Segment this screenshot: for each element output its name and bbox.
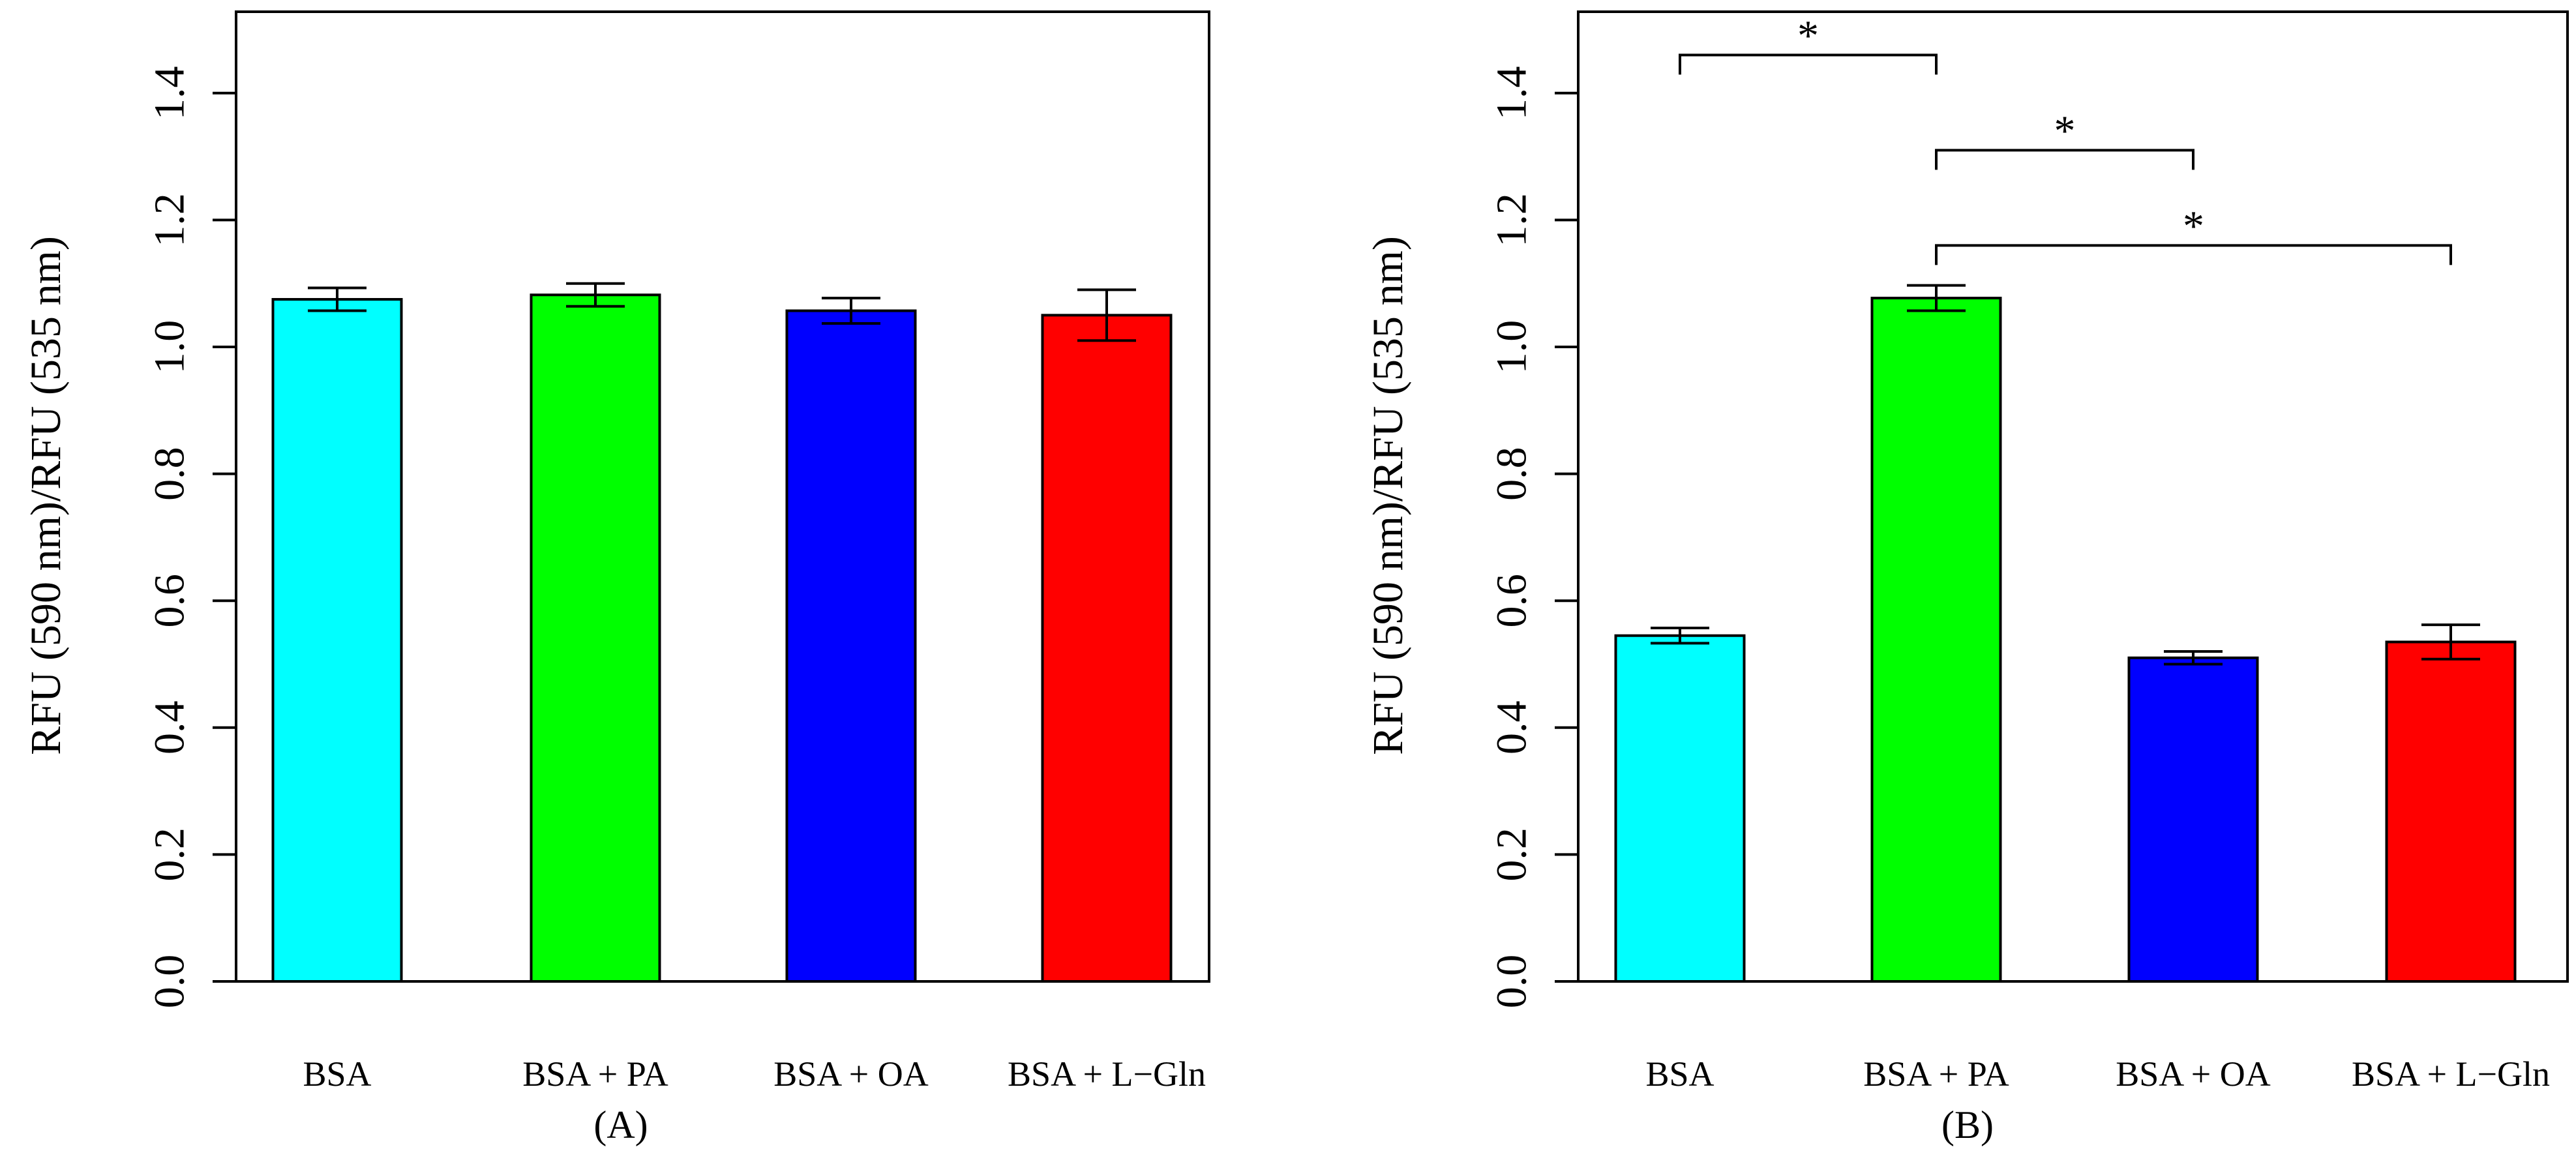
y-tick-label: 1.2 (1488, 193, 1536, 247)
significance-bracket (1935, 149, 2194, 170)
category-label: BSA + PA (522, 1054, 668, 1094)
y-tick-label: 0.2 (146, 828, 194, 882)
y-tick-label: 1.2 (146, 193, 194, 247)
category-label: BSA + OA (773, 1054, 929, 1094)
panel-label: (A) (593, 1103, 648, 1146)
category-label: BSA (1645, 1054, 1714, 1094)
bar (530, 293, 661, 983)
y-tick-label: 1.0 (1488, 320, 1536, 374)
significance-bracket (1679, 53, 1938, 75)
significance-marker: * (1797, 12, 1819, 59)
category-label: BSA + PA (1863, 1054, 2009, 1094)
bar (1041, 314, 1173, 983)
bar (785, 309, 917, 983)
bar (1870, 297, 2002, 983)
bar (1614, 634, 1746, 983)
bar (271, 298, 403, 983)
category-label: BSA + L−Gln (1008, 1054, 1206, 1094)
significance-marker: * (2054, 107, 2076, 155)
panel-b: RFU (590 nm)/RFU (535 nm) (B) 0.00.20.40… (1364, 10, 2569, 1146)
y-axis-title: RFU (590 nm)/RFU (535 nm) (1364, 236, 1412, 755)
bar (2385, 640, 2517, 983)
y-axis-title: RFU (590 nm)/RFU (535 nm) (22, 236, 70, 755)
bar (2127, 656, 2259, 983)
y-tick-label: 1.4 (1488, 67, 1536, 121)
category-label: BSA + OA (2116, 1054, 2271, 1094)
y-tick-label: 0.4 (1488, 701, 1536, 755)
y-tick-label: 0.0 (1488, 955, 1536, 1009)
category-label: BSA + L−Gln (2352, 1054, 2550, 1094)
y-tick-label: 0.8 (146, 447, 194, 501)
category-label: BSA (303, 1054, 371, 1094)
y-tick-label: 1.0 (146, 320, 194, 374)
panel-a: RFU (590 nm)/RFU (535 nm) (A) 0.00.20.40… (22, 10, 1210, 1146)
y-tick-label: 0.2 (1488, 828, 1536, 882)
y-tick-label: 0.8 (1488, 447, 1536, 501)
y-tick-label: 0.6 (1488, 574, 1536, 628)
data-marks: 0.0 0.2 0.4 0.6 0.8 1.0 1.2 1.4 BSA BSA + PA BSA +… (146, 67, 1206, 1094)
y-tick-label: 1.4 (146, 67, 194, 121)
significance-marker: * (2183, 202, 2204, 250)
y-tick-label: 0.0 (146, 955, 194, 1009)
significance-bracket (1935, 244, 2452, 265)
y-tick-label: 0.4 (146, 701, 194, 755)
y-tick-label: 0.6 (146, 574, 194, 628)
panel-label: (B) (1941, 1103, 1994, 1146)
data-marks: 0.0 0.2 0.4 0.6 0.8 1.0 1.2 1.4 BSA BSA + PA BSA +… (1488, 12, 2550, 1094)
